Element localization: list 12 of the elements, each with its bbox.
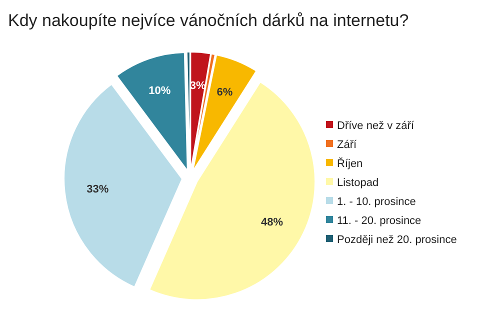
legend-label: Dříve než v září (337, 120, 415, 132)
data-label: 48% (261, 216, 284, 229)
legend-label: Listopad (337, 176, 379, 189)
data-label: 10% (148, 84, 171, 97)
legend-label: 1. - 10. prosince (337, 196, 416, 208)
data-label: 33% (86, 183, 109, 196)
legend-label: Později než 20. prosince (337, 234, 457, 246)
legend-label: 11. - 20. prosince (337, 214, 422, 227)
chart-title: Kdy nakoupíte nejvíce vánočních dárků na internetu? (8, 11, 409, 30)
legend-label: Říjen (337, 156, 363, 170)
data-label: 6% (216, 86, 233, 99)
legend-label: Září (337, 138, 358, 151)
